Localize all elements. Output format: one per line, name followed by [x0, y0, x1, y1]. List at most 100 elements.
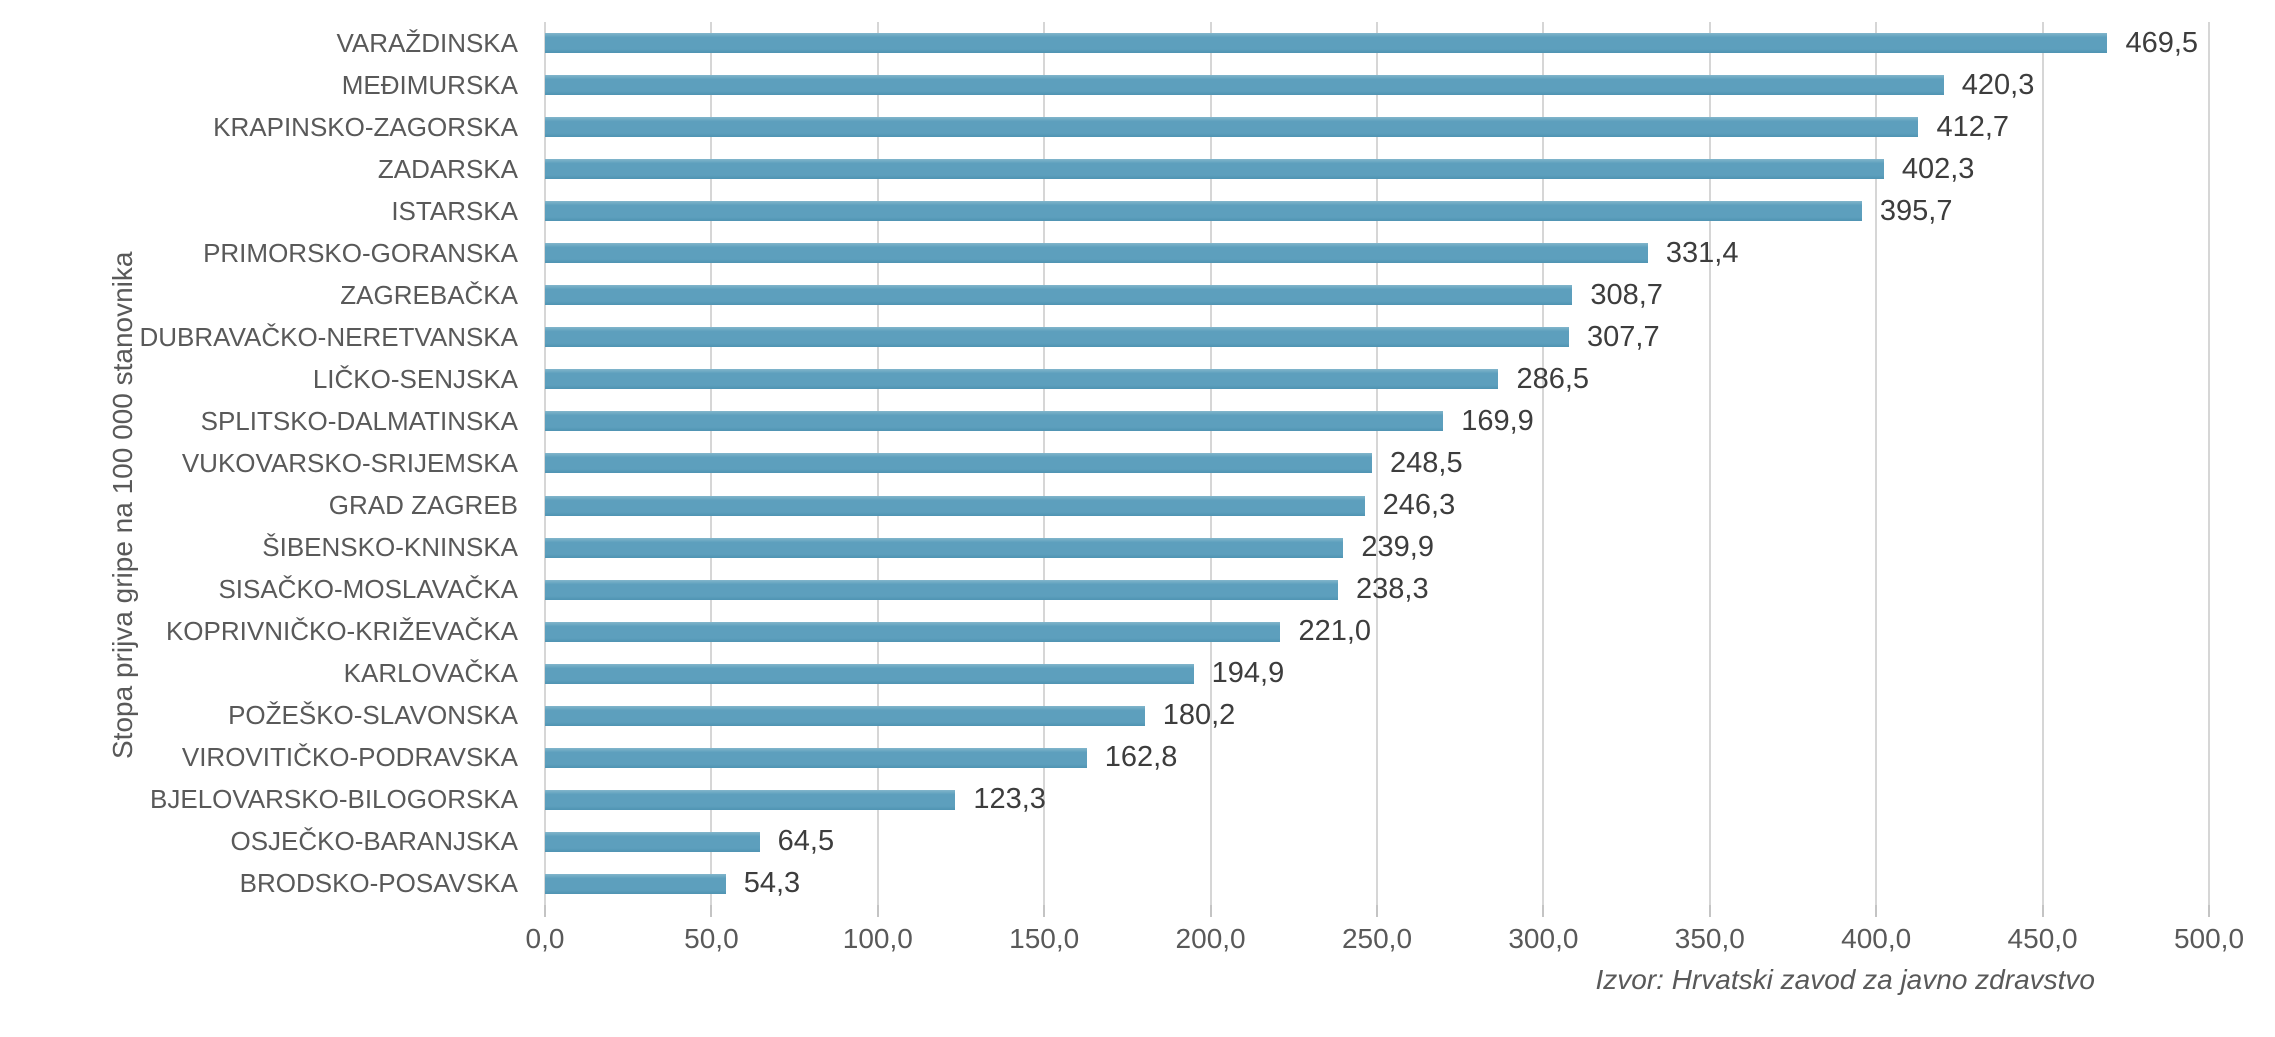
chart-row: ZAGREBAČKA 308,7 [0, 274, 2209, 316]
category-label: SISAČKO-MOSLAVAČKA [218, 574, 518, 605]
chart-row: VARAŽDINSKA 469,5 [0, 22, 2209, 64]
bar-track: 395,7 [545, 190, 2209, 232]
bar-track: 162,8 [545, 737, 2209, 779]
bar [545, 663, 1194, 684]
category-label: KARLOVAČKA [343, 658, 518, 689]
axis-tick-mark [1542, 905, 1545, 917]
chart-row: BRODSKO-POSAVSKA 54,3 [0, 863, 2209, 905]
category-label: VUKOVARSKO-SRIJEMSKA [181, 447, 518, 478]
axis-tick-mark [710, 905, 713, 917]
chart-row: ŠIBENSKO-KNINSKA 239,9 [0, 527, 2209, 569]
gridline [1875, 22, 1878, 905]
chart-row: OSJEČKO-BARANJSKA 64,5 [0, 821, 2209, 863]
value-label: 169,9 [1461, 404, 1534, 437]
x-tick-label: 350,0 [1674, 923, 1745, 954]
category-label: KOPRIVNIČKO-KRIŽEVAČKA [165, 616, 518, 647]
chart-row: KARLOVAČKA 194,9 [0, 653, 2209, 695]
bar-track: 469,5 [545, 22, 2209, 64]
bar [545, 327, 1570, 348]
axis-tick-mark [2041, 905, 2044, 917]
chart-row: KRAPINSKO-ZAGORSKA 412,7 [0, 106, 2209, 148]
chart-row: KOPRIVNIČKO-KRIŽEVAČKA 221,0 [0, 611, 2209, 653]
bar [545, 33, 2108, 54]
value-label: 307,7 [1587, 320, 1660, 353]
category-label: POŽEŠKO-SLAVONSKA [228, 700, 518, 731]
bar-rows: VARAŽDINSKA 469,5 MEĐIMURSKA 420,3 KRAPINSKO… [0, 22, 2209, 905]
plot-area: VARAŽDINSKA 469,5 MEĐIMURSKA 420,3 KRAPINSKO… [0, 22, 2210, 917]
gridline [2208, 22, 2210, 905]
value-label: 54,3 [743, 867, 801, 900]
x-tick-label: 100,0 [842, 923, 913, 954]
x-tick-label: 450,0 [2007, 923, 2078, 954]
axis-tick-mark [1376, 905, 1378, 917]
bar-track: 248,5 [545, 442, 2209, 484]
category-label: VIROVITIČKO-PODRAVSKA [181, 742, 518, 773]
category-label: SPLITSKO-DALMATINSKA [200, 405, 518, 436]
value-label: 221,0 [1298, 615, 1372, 648]
chart-row: SPLITSKO-DALMATINSKA 169,9 [0, 400, 2209, 442]
bar-track: 194,9 [545, 653, 2209, 695]
chart-row: VIROVITIČKO-PODRAVSKA 162,8 [0, 737, 2209, 779]
category-label: GRAD ZAGREB [328, 490, 518, 521]
bar-track: 420,3 [545, 64, 2209, 106]
category-label: OSJEČKO-BARANJSKA [230, 826, 518, 857]
bar [545, 453, 1372, 474]
x-tick-label: 150,0 [1009, 923, 1080, 954]
x-tick-label: 500,0 [2173, 923, 2245, 954]
axis-tick-mark [544, 905, 546, 917]
chart-row: POŽEŠKO-SLAVONSKA 180,2 [0, 695, 2209, 737]
bar [545, 873, 726, 894]
bar [545, 285, 1573, 306]
category-label: ISTARSKA [391, 195, 518, 226]
category-label: BRODSKO-POSAVSKA [239, 868, 518, 899]
bar-track: 180,2 [545, 695, 2209, 737]
axis-tick-mark [1875, 905, 1878, 917]
axis-tick-mark [876, 905, 879, 917]
x-tick-label: 0,0 [525, 923, 565, 954]
category-label: LIČKO-SENJSKA [312, 363, 518, 394]
bar-track: 123,3 [545, 779, 2209, 821]
axis-tick-mark [1043, 905, 1046, 917]
bar-track: 221,0 [545, 611, 2209, 653]
bar [545, 621, 1281, 642]
x-tick-label: 250,0 [1341, 923, 1413, 954]
bar-track: 402,3 [545, 148, 2209, 190]
x-tick-label: 200,0 [1175, 923, 1246, 954]
category-label: VARAŽDINSKA [336, 27, 518, 58]
category-label: BJELOVARSKO-BILOGORSKA [150, 784, 518, 815]
x-tick-label: 300,0 [1508, 923, 1579, 954]
value-label: 395,7 [1879, 194, 1953, 227]
axis-tick-mark [2208, 905, 2210, 917]
bar-track: 412,7 [545, 106, 2209, 148]
bar [545, 537, 1344, 558]
chart-row: BJELOVARSKO-BILOGORSKA 123,3 [0, 779, 2209, 821]
source-note: Izvor: Hrvatski zavod za javno zdravstvo [1595, 964, 2095, 995]
bar-track: 54,3 [545, 863, 2209, 905]
gridline [2041, 22, 2044, 905]
gridline [1708, 22, 1711, 905]
value-label: 331,4 [1665, 236, 1739, 269]
bar-track: 169,9 [545, 400, 2209, 442]
category-label: MEĐIMURSKA [341, 69, 518, 100]
chart-row: DUBRAVAČKO-NERETVANSKA 307,7 [0, 316, 2209, 358]
bar [545, 495, 1365, 516]
axis-tick-mark [1708, 905, 1711, 917]
value-label: 246,3 [1382, 489, 1456, 522]
value-label: 286,5 [1516, 362, 1590, 395]
bar-track: 246,3 [545, 485, 2209, 527]
bar [545, 579, 1339, 600]
category-label: ZADARSKA [377, 153, 518, 184]
bar-track: 239,9 [545, 527, 2209, 569]
chart-row: GRAD ZAGREB 246,3 [0, 485, 2209, 527]
value-label: 238,3 [1356, 573, 1429, 606]
bar [545, 747, 1087, 768]
value-label: 194,9 [1211, 657, 1285, 690]
bar [545, 243, 1648, 264]
chart-row: MEĐIMURSKA 420,3 [0, 64, 2209, 106]
bar [545, 369, 1499, 390]
bar-track: 331,4 [545, 232, 2209, 274]
x-axis-tick-labels: 0,0 50,0 100,0 150,0 200,0 250,0 300,0 350,0 400… [526, 917, 2245, 961]
bar [545, 117, 1919, 138]
bar [545, 159, 1884, 180]
bar [545, 75, 1944, 96]
